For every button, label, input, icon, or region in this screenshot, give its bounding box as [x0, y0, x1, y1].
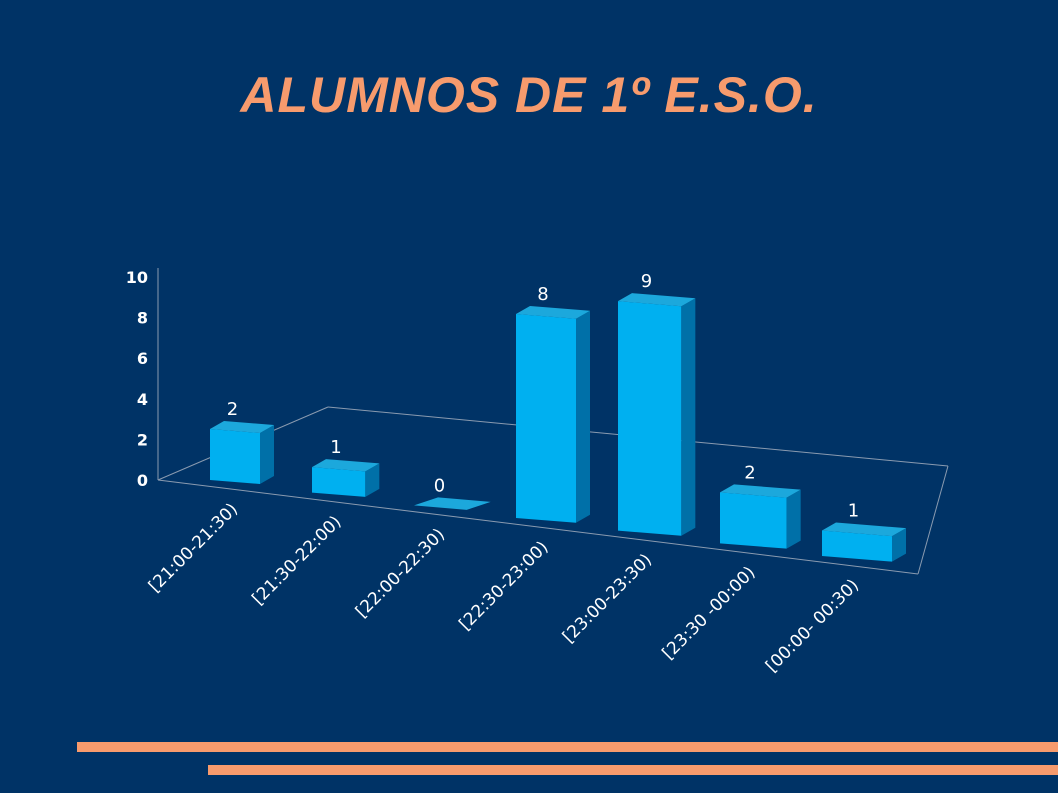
decorative-stripe-top: [77, 742, 1058, 752]
bar-top: [822, 522, 906, 537]
bar-top: [516, 306, 590, 319]
bar: [618, 293, 696, 536]
bar-front: [312, 467, 366, 497]
category-label: [23:30 -00:00): [659, 563, 760, 664]
y-tick-label: 8: [137, 309, 148, 328]
floor-right-edge: [917, 465, 949, 575]
bar: [312, 459, 380, 497]
category-label: [00:00- 00:30): [762, 575, 863, 676]
bar-side: [260, 425, 274, 484]
bar-side: [786, 489, 801, 549]
data-label: 2: [744, 462, 755, 483]
y-axis-ticks: 0 2 4 6 8 10: [126, 268, 148, 490]
bar-front: [516, 314, 576, 523]
bar: [720, 484, 801, 549]
data-label: 2: [227, 399, 238, 420]
slide-title: ALUMNOS DE 1º E.S.O.: [240, 67, 818, 123]
floor-front-edge: [157, 479, 919, 575]
category-label: [22:00-22:30): [352, 525, 449, 622]
y-tick-label: 10: [126, 268, 148, 287]
bar-side: [892, 528, 906, 562]
data-labels: 2 1 0 8 9 2 1: [227, 271, 859, 521]
bar-side: [365, 463, 380, 497]
y-tick-label: 6: [137, 349, 148, 368]
bar: [516, 306, 590, 523]
bar-zero: [414, 497, 491, 510]
y-tick-label: 2: [137, 430, 148, 449]
y-tick-label: 4: [137, 390, 148, 409]
bars: [210, 293, 906, 562]
category-label: [21:30-22:00): [248, 512, 345, 609]
bar-top: [312, 459, 380, 472]
bar: [822, 522, 906, 562]
data-label: 1: [330, 437, 341, 458]
bar-top: [210, 421, 274, 433]
bar: [414, 497, 491, 510]
data-label: 8: [537, 284, 548, 305]
decorative-stripe-bottom: [208, 765, 1058, 775]
data-label: 1: [848, 501, 859, 522]
data-label: 0: [434, 475, 445, 496]
data-label: 9: [641, 271, 652, 292]
category-label: [23:00-23:30): [559, 550, 656, 647]
bar: [210, 421, 274, 484]
category-label: [21:00-21:30): [145, 499, 242, 596]
bar-front: [822, 530, 892, 562]
y-tick-label: 0: [137, 471, 148, 490]
bar-top: [618, 293, 696, 307]
bar-side: [681, 298, 696, 536]
category-label: [22:30-23:00): [455, 537, 552, 634]
bar-front: [210, 429, 260, 484]
bar-front: [618, 301, 682, 536]
bar-top: [720, 484, 801, 498]
bar-front: [720, 492, 787, 549]
bar-side: [576, 310, 590, 523]
